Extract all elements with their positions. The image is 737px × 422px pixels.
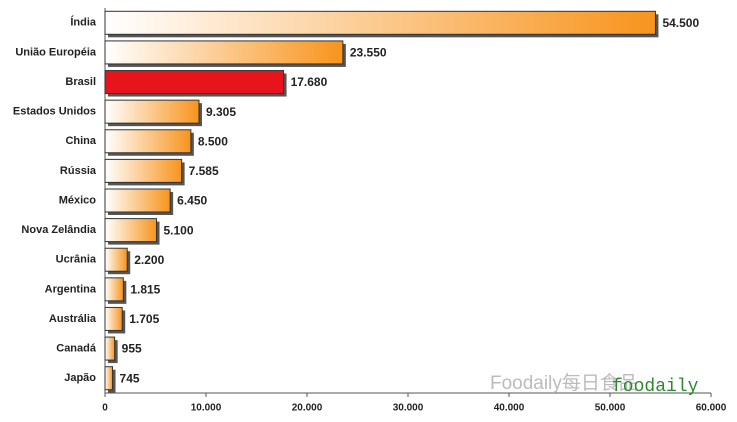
- bar: [104, 306, 123, 331]
- x-tick-label: 40.000: [494, 403, 525, 414]
- x-tick-label: 20.000: [292, 403, 323, 414]
- x-tick-label: 30.000: [393, 403, 424, 414]
- y-tick-label: Estados Unidos: [13, 106, 96, 118]
- y-tick-label: Canadá: [56, 342, 97, 354]
- y-tick-label: Argentina: [45, 283, 97, 295]
- value-label: 8.500: [198, 134, 228, 148]
- bar: [104, 40, 344, 65]
- y-tick-label: México: [59, 194, 97, 206]
- bar: [104, 247, 128, 272]
- value-label: 7.585: [189, 164, 219, 178]
- bar: [104, 277, 124, 302]
- bar: [104, 366, 114, 391]
- bar: [104, 99, 200, 124]
- value-label: 23.550: [350, 46, 387, 60]
- bar: [104, 129, 192, 154]
- y-tick-label: União Européia: [15, 46, 97, 58]
- value-label: 2.200: [134, 253, 164, 267]
- watermark-overlay: foodaily: [612, 377, 699, 397]
- y-tick-label: China: [65, 135, 96, 147]
- x-tick-label: 0: [102, 403, 108, 414]
- y-tick-label: Brasil: [65, 76, 96, 88]
- y-tick-label: Ucrânia: [56, 254, 97, 266]
- value-label: 955: [122, 342, 142, 356]
- watermark: Foodaily每日食品: [490, 372, 638, 394]
- y-tick-label: Japão: [64, 372, 96, 384]
- value-label: 9.305: [206, 105, 236, 119]
- value-label: 1.705: [129, 312, 159, 326]
- y-tick-label: Nova Zelândia: [21, 224, 96, 236]
- x-tick-label: 60.000: [696, 403, 727, 414]
- value-label: 54.500: [662, 16, 699, 30]
- value-label: 1.815: [130, 283, 160, 297]
- bar: [104, 158, 183, 183]
- bar: [104, 10, 656, 35]
- value-label: 745: [120, 371, 140, 385]
- bar: [104, 336, 116, 361]
- y-tick-label: Rússia: [60, 165, 97, 177]
- y-tick-label: Índia: [70, 16, 97, 29]
- x-tick-label: 50.000: [595, 403, 626, 414]
- value-label: 17.680: [291, 75, 328, 89]
- bar: [104, 70, 285, 95]
- x-tick-label: 10.000: [191, 403, 222, 414]
- bar: [104, 188, 171, 213]
- y-tick-label: Austrália: [49, 313, 97, 325]
- value-label: 6.450: [177, 194, 207, 208]
- bar: [104, 218, 158, 243]
- value-label: 5.100: [164, 223, 194, 237]
